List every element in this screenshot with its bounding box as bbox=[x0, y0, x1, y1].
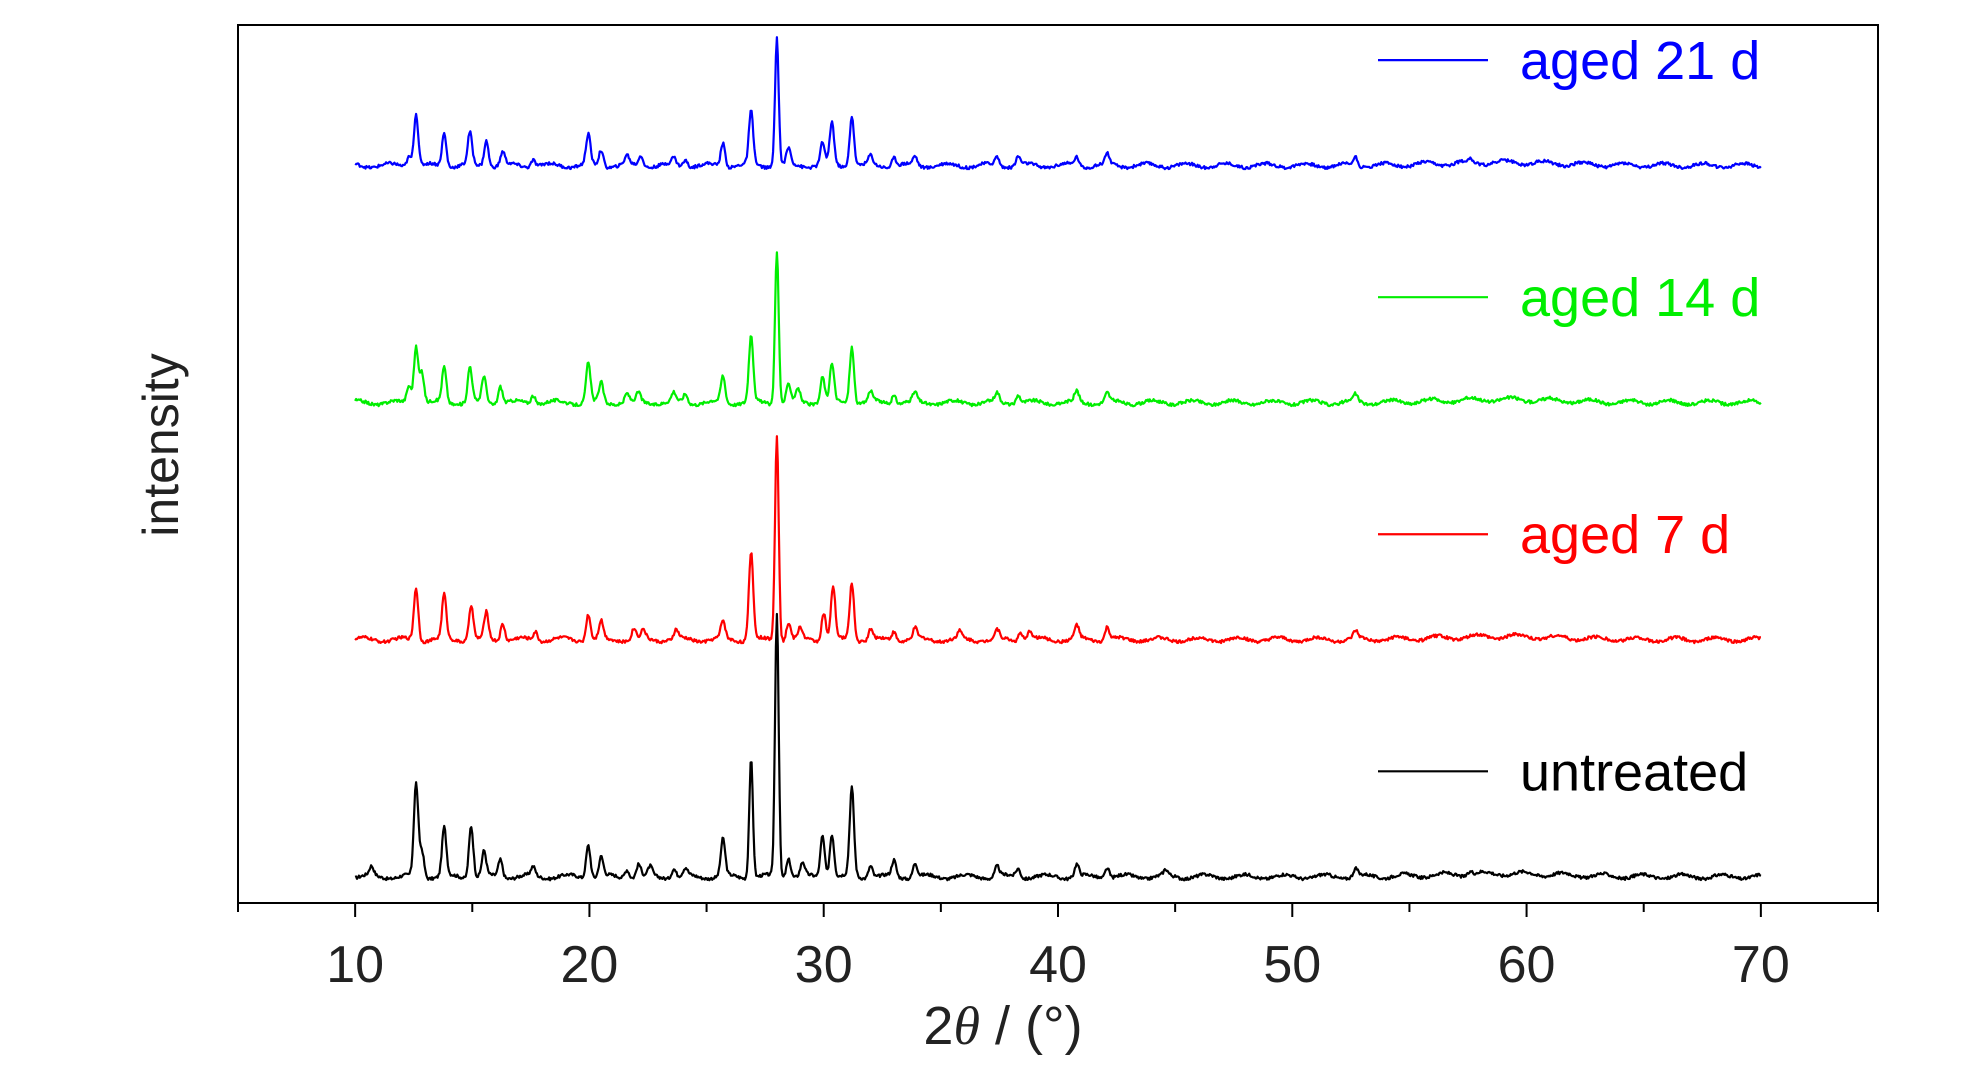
x-tick-label: 60 bbox=[1498, 936, 1556, 994]
series-line-untreated bbox=[354, 612, 1762, 882]
x-axis-label: 2θ / (°) bbox=[923, 996, 1082, 1056]
trace-group bbox=[354, 36, 1762, 882]
x-tick-label: 40 bbox=[1029, 936, 1087, 994]
y-axis-label: intensity bbox=[133, 353, 189, 536]
legend-label: aged 14 d bbox=[1520, 268, 1760, 328]
x-tick-label: 30 bbox=[795, 936, 853, 994]
x-tick-label: 10 bbox=[326, 936, 384, 994]
series-line-aged-14-d bbox=[354, 251, 1762, 408]
series-line-aged-21-d bbox=[354, 36, 1762, 171]
legend-label: aged 7 d bbox=[1520, 505, 1730, 565]
x-axis-label-prefix: 2 bbox=[923, 996, 953, 1056]
legend-label: aged 21 d bbox=[1520, 31, 1760, 91]
series-line-aged-7-d bbox=[354, 435, 1762, 645]
x-tick-label: 70 bbox=[1732, 936, 1790, 994]
x-tick-label: 50 bbox=[1263, 936, 1321, 994]
x-axis-label-theta: θ bbox=[953, 996, 980, 1056]
x-tick-group: 10 20 30 40 50 60 70 bbox=[237, 903, 1879, 994]
x-axis-label-suffix: / (°) bbox=[980, 996, 1083, 1056]
x-tick-label: 20 bbox=[561, 936, 619, 994]
legend-label: untreated bbox=[1520, 742, 1748, 802]
